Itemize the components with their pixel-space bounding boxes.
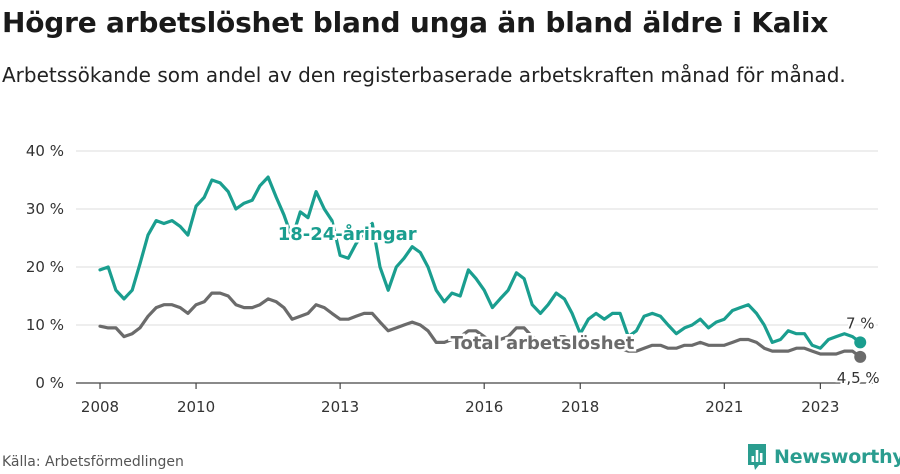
end-label-youth: 7 %	[846, 314, 875, 332]
grid-lines: 0 % 10 % 20 % 30 % 40 %	[26, 142, 878, 392]
x-tick-label: 2008	[81, 398, 119, 416]
x-tick-label: 2010	[177, 398, 215, 416]
y-tick-label: 40 %	[26, 142, 64, 160]
chart-title: Högre arbetslöshet bland unga än bland ä…	[2, 6, 829, 39]
x-tick-label: 2013	[321, 398, 359, 416]
x-tick-label: 2018	[561, 398, 599, 416]
x-tick-label: 2021	[705, 398, 743, 416]
y-tick-label: 10 %	[26, 316, 64, 334]
x-axis: 2008 2010 2013 2016 2018 2021 2023	[76, 382, 878, 416]
series-lines	[98, 175, 867, 363]
source-note: Källa: Arbetsförmedlingen	[2, 454, 184, 470]
series-label-total: Total arbetslöshet	[451, 333, 635, 354]
series-label-youth: 18-24-åringar	[278, 223, 417, 245]
y-tick-label: 30 %	[26, 200, 64, 218]
y-tick-label: 0 %	[35, 374, 64, 392]
y-tick-label: 20 %	[26, 258, 64, 276]
series-line-youth	[98, 175, 862, 350]
chart-subtitle: Arbetssökande som andel av den registerb…	[2, 63, 846, 87]
series-labels: 18-24-åringar Total arbetslöshet 7 % 4,5 %	[275, 221, 881, 389]
x-tick-label: 2023	[801, 398, 839, 416]
x-tick-label: 2016	[465, 398, 503, 416]
series-line-youth-end-point	[854, 336, 867, 349]
brand-name: Newsworthy	[774, 446, 900, 468]
series-line-total	[98, 291, 862, 359]
series-line-total-end-point	[854, 350, 867, 363]
end-label-total: 4,5 %	[837, 369, 880, 387]
newsworthy-logo-icon	[748, 444, 766, 470]
brand-logo: Newsworthy	[746, 442, 900, 472]
